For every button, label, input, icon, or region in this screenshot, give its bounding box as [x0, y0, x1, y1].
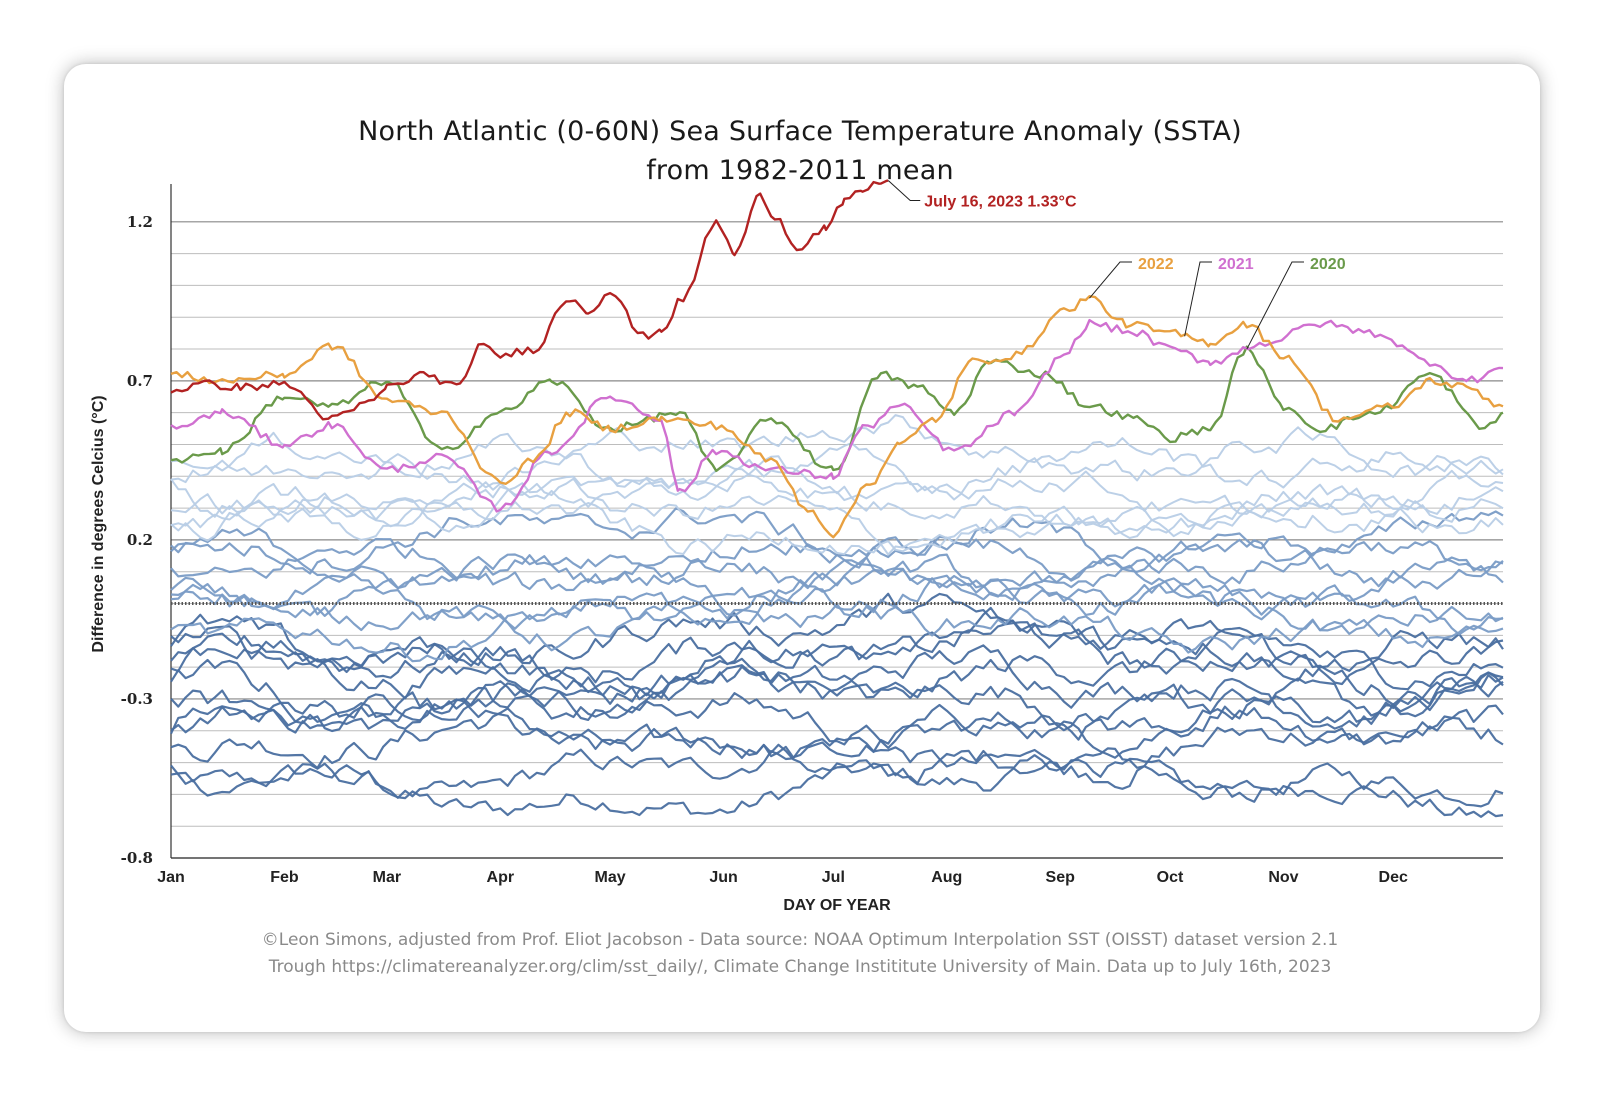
x-axis-title: DAY OF YEAR	[783, 897, 891, 914]
annotation-leader-2023	[887, 180, 921, 201]
background-year-line	[170, 747, 1504, 818]
month-label: Dec	[1379, 869, 1408, 886]
month-label: Sep	[1046, 869, 1076, 886]
month-label: Mar	[373, 869, 401, 886]
background-year-line	[170, 704, 1504, 790]
month-label: May	[595, 869, 626, 886]
credit-line-2: Trough https://climatereanalyzer.org/cli…	[268, 957, 1332, 977]
background-year-line	[170, 559, 1504, 636]
month-label: Oct	[1157, 869, 1184, 886]
month-label: Apr	[487, 869, 515, 886]
background-year-line	[170, 414, 1504, 489]
y-tick-label: 0.2	[127, 531, 153, 549]
annotation-2020: 2020	[1310, 256, 1346, 273]
background-year-line	[170, 644, 1504, 730]
annotation-2023: July 16, 2023 1.33°C	[924, 193, 1077, 210]
background-year-line	[170, 657, 1504, 734]
month-label: Jun	[709, 869, 737, 886]
month-label: Feb	[270, 869, 299, 886]
background-year-line	[170, 683, 1504, 759]
month-label: Jul	[822, 869, 845, 886]
background-year-line	[170, 426, 1504, 500]
annotation-leader-2020	[1246, 261, 1304, 350]
series-line-2021	[170, 318, 1504, 513]
background-year-line	[170, 507, 1504, 582]
month-label: Jan	[157, 869, 185, 886]
month-label: Aug	[931, 869, 962, 886]
annotation-leader-2021	[1184, 261, 1212, 337]
background-year-line	[170, 492, 1504, 556]
series-line-2023	[170, 179, 889, 421]
background-year-line	[170, 606, 1504, 686]
chart-title: North Atlantic (0-60N) Sea Surface Tempe…	[358, 116, 1242, 147]
series-line-2020	[170, 345, 1504, 473]
series-line-2022	[170, 295, 1504, 539]
background-year-line	[170, 587, 1504, 663]
y-tick-label: -0.8	[121, 849, 153, 867]
background-year-line	[170, 592, 1504, 682]
background-year-line	[170, 477, 1504, 553]
y-axis-title: Difference in degrees Celcius (°C)	[90, 395, 107, 652]
y-tick-label: 0.7	[127, 372, 153, 390]
background-year-line	[170, 736, 1504, 808]
chart-subtitle: from 1982-2011 mean	[646, 155, 954, 186]
background-year-line	[170, 442, 1504, 533]
y-tick-label: -0.3	[121, 690, 153, 708]
background-year-line	[170, 671, 1504, 759]
background-year-line	[170, 621, 1504, 706]
annotation-2022: 2022	[1138, 256, 1174, 273]
annotation-2021: 2021	[1218, 256, 1254, 273]
background-year-line	[170, 626, 1504, 702]
annotation-leader-2022	[1089, 261, 1132, 299]
background-year-line	[170, 553, 1504, 619]
month-label: Nov	[1268, 869, 1298, 886]
y-tick-label: 1.2	[127, 213, 153, 231]
credit-line-1: ©Leon Simons, adjusted from Prof. Eliot …	[261, 930, 1339, 950]
